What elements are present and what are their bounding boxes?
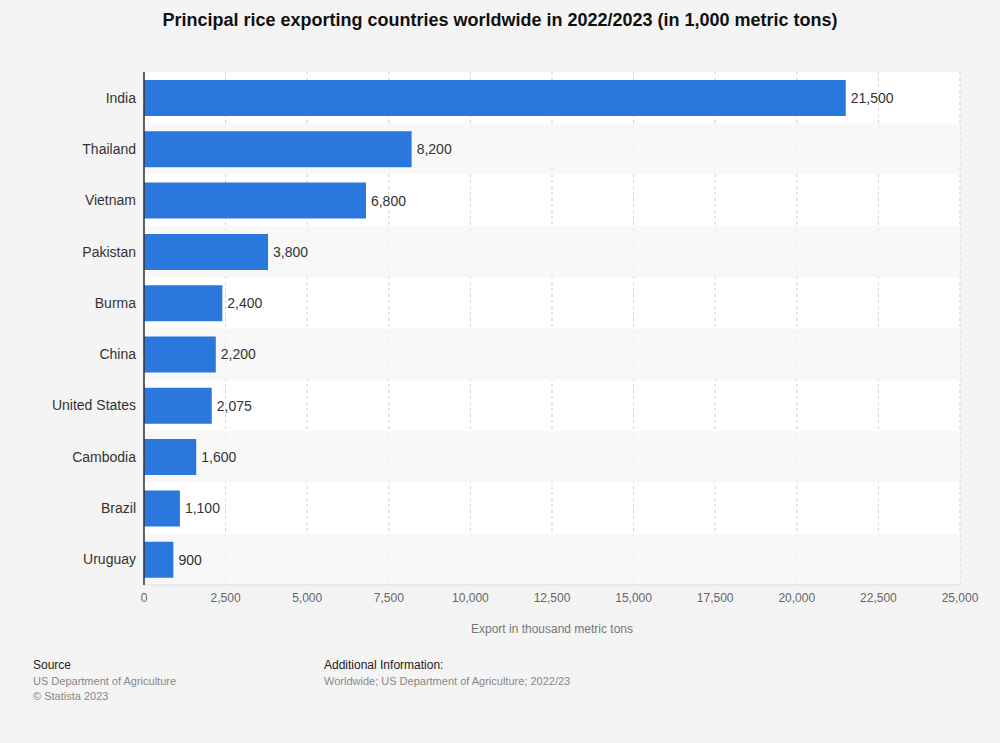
svg-text:China: China xyxy=(99,346,136,362)
svg-text:Vietnam: Vietnam xyxy=(85,192,136,208)
svg-text:1,100: 1,100 xyxy=(185,500,220,516)
html-text:Worldwide; US Department of Ag: Worldwide; US Department of Agriculture;… xyxy=(324,675,571,687)
svg-text:2,400: 2,400 xyxy=(227,295,262,311)
svg-text:Export in thousand metric tons: Export in thousand metric tons xyxy=(471,622,633,636)
svg-text:3,800: 3,800 xyxy=(273,244,308,260)
svg-text:8,200: 8,200 xyxy=(417,141,452,157)
svg-text:12,500: 12,500 xyxy=(534,591,571,605)
html-text:US Department of Agriculture: US Department of Agriculture xyxy=(33,675,177,687)
svg-text:6,800: 6,800 xyxy=(371,193,406,209)
svg-text:India: India xyxy=(106,90,137,106)
svg-text:Thailand: Thailand xyxy=(82,141,136,157)
svg-text:10,000: 10,000 xyxy=(452,591,489,605)
svg-text:7,500: 7,500 xyxy=(374,591,404,605)
svg-text:22,500: 22,500 xyxy=(860,591,897,605)
svg-text:Uruguay: Uruguay xyxy=(83,551,136,567)
svg-text:1,600: 1,600 xyxy=(201,449,236,465)
html-text:Source: Source xyxy=(33,658,71,672)
svg-text:2,075: 2,075 xyxy=(217,398,252,414)
svg-text:21,500: 21,500 xyxy=(851,90,894,106)
svg-text:900: 900 xyxy=(178,552,202,568)
svg-text:2,200: 2,200 xyxy=(221,346,256,362)
html-text:© Statista 2023: © Statista 2023 xyxy=(33,690,109,702)
svg-text:Pakistan: Pakistan xyxy=(82,244,136,260)
svg-text:5,000: 5,000 xyxy=(292,591,322,605)
svg-text:0: 0 xyxy=(141,591,148,605)
svg-text:17,500: 17,500 xyxy=(697,591,734,605)
html-text:Principal rice exporting count: Principal rice exporting countries world… xyxy=(162,10,838,30)
svg-text:25,000: 25,000 xyxy=(942,591,979,605)
svg-text:United States: United States xyxy=(52,397,136,413)
svg-text:15,000: 15,000 xyxy=(615,591,652,605)
html-text:Additional Information:: Additional Information: xyxy=(324,658,444,672)
svg-text:Brazil: Brazil xyxy=(101,500,136,516)
svg-text:Burma: Burma xyxy=(95,295,136,311)
svg-text:Cambodia: Cambodia xyxy=(72,449,136,465)
svg-text:2,500: 2,500 xyxy=(211,591,241,605)
svg-text:20,000: 20,000 xyxy=(778,591,815,605)
